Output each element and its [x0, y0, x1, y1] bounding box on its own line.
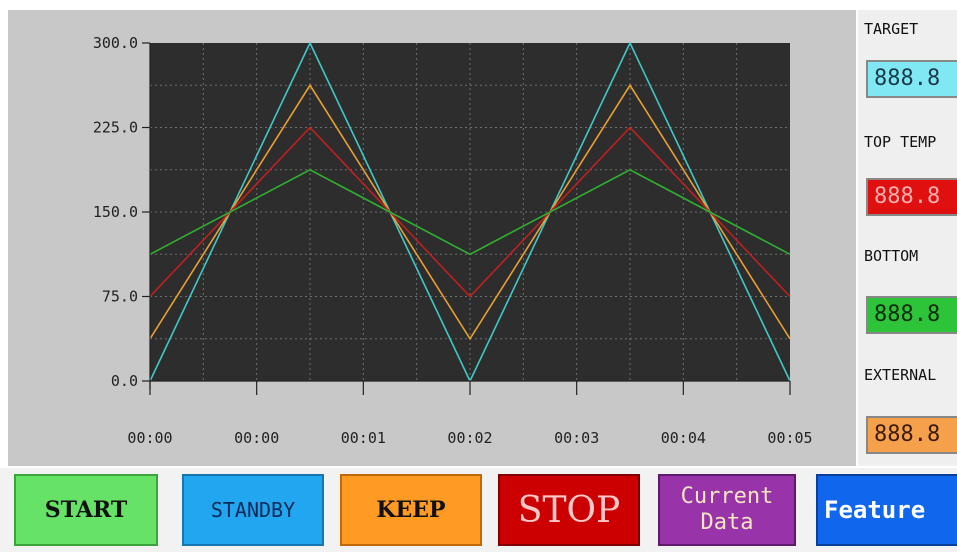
x-tick-label: 00:03: [554, 429, 599, 447]
axes: [142, 42, 791, 395]
y-tick-label: 225.0: [93, 119, 138, 137]
x-tick-label: 00:05: [767, 429, 812, 447]
bottom-value-display: 888.8: [866, 296, 957, 334]
stop-button[interactable]: STOP: [498, 474, 640, 546]
target-label: TARGET: [864, 20, 919, 38]
external-value-display: 888.8: [866, 416, 957, 454]
external-label: EXTERNAL: [864, 366, 937, 384]
standby-button[interactable]: STANDBY: [182, 474, 324, 546]
x-tick-label: 00:01: [341, 429, 386, 447]
x-tick-labels: 00:00 00:00 00:01 00:02 00:03 00:04 00:05: [127, 429, 812, 447]
x-tick-label: 00:00: [127, 429, 172, 447]
bottom-label: BOTTOM: [864, 247, 919, 265]
trend-chart-panel: 300.0 225.0 150.0 75.0 0.0 00:00 00:00 00:01 00…: [8, 10, 856, 466]
y-tick-label: 300.0: [93, 34, 138, 52]
control-button-bar: START STANDBY KEEP STOP Current Data Fea…: [0, 468, 957, 552]
feature-button[interactable]: Feature: [816, 474, 957, 546]
series-line-3: [149, 126, 791, 298]
y-tick-label: 75.0: [102, 288, 138, 306]
start-button[interactable]: START: [14, 474, 158, 546]
x-tick-label: 00:04: [661, 429, 706, 447]
side-panel: TARGET 888.8 TOP TEMP 888.8 BOTTOM 888.8…: [858, 10, 957, 466]
y-tick-label: 0.0: [111, 372, 138, 390]
x-tick-label: 00:02: [447, 429, 492, 447]
current-data-button[interactable]: Current Data: [658, 474, 796, 546]
x-tick-label: 00:00: [234, 429, 279, 447]
target-value-display: 888.8: [866, 60, 957, 98]
y-tick-label: 150.0: [93, 203, 138, 221]
top-temp-label: TOP TEMP: [864, 133, 937, 151]
top-temp-value-display: 888.8: [866, 178, 957, 216]
series-line-4: [149, 168, 791, 256]
keep-button[interactable]: KEEP: [340, 474, 482, 546]
y-tick-labels: 300.0 225.0 150.0 75.0 0.0: [93, 34, 138, 390]
series-line-2: [149, 83, 791, 341]
